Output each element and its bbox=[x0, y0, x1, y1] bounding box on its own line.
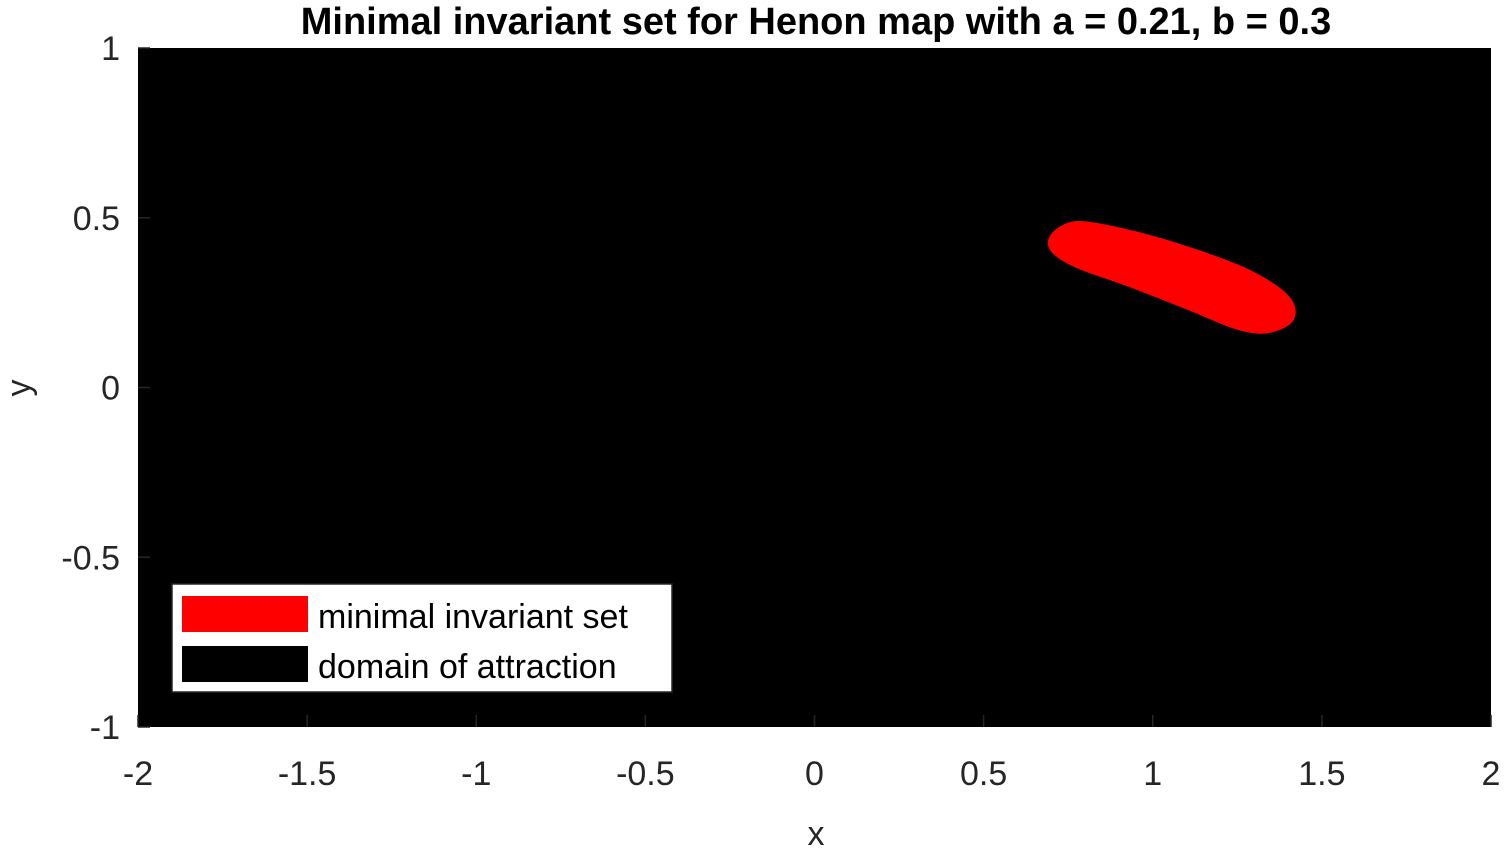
x-tick-label: 1 bbox=[1143, 755, 1162, 793]
legend-swatch-domain-of-attraction bbox=[182, 646, 308, 682]
x-tick-label: 1.5 bbox=[1298, 755, 1345, 793]
x-tick-label: 0 bbox=[805, 755, 824, 793]
legend: minimal invariant set domain of attracti… bbox=[171, 583, 673, 693]
y-tick-label: -0.5 bbox=[61, 539, 120, 577]
x-tick-label: -2 bbox=[123, 755, 153, 793]
y-tick-label: 1 bbox=[101, 30, 120, 68]
y-tick-label: 0 bbox=[101, 370, 120, 408]
x-axis-ticks: -2 -1.5 -1 -0.5 0 0.5 1 1.5 2 bbox=[123, 715, 1501, 793]
y-axis-label: y bbox=[0, 380, 38, 397]
chart-title: Minimal invariant set for Henon map with… bbox=[301, 1, 1332, 43]
y-axis-ticks: -1 -0.5 0 0.5 1 bbox=[61, 30, 150, 747]
x-tick-label: -1.5 bbox=[278, 755, 337, 793]
y-tick-label: -1 bbox=[90, 709, 120, 747]
minimal-invariant-set-region bbox=[1047, 221, 1296, 334]
x-axis-label: x bbox=[808, 815, 825, 849]
x-tick-label: 2 bbox=[1482, 755, 1501, 793]
x-tick-label: -1 bbox=[461, 755, 491, 793]
legend-swatch-minimal-invariant-set bbox=[182, 596, 308, 632]
legend-label-minimal-invariant-set: minimal invariant set bbox=[318, 598, 628, 636]
x-tick-label: 0.5 bbox=[960, 755, 1007, 793]
legend-label-domain-of-attraction: domain of attraction bbox=[318, 648, 617, 686]
y-tick-label: 0.5 bbox=[73, 200, 120, 238]
x-tick-label: -0.5 bbox=[616, 755, 675, 793]
